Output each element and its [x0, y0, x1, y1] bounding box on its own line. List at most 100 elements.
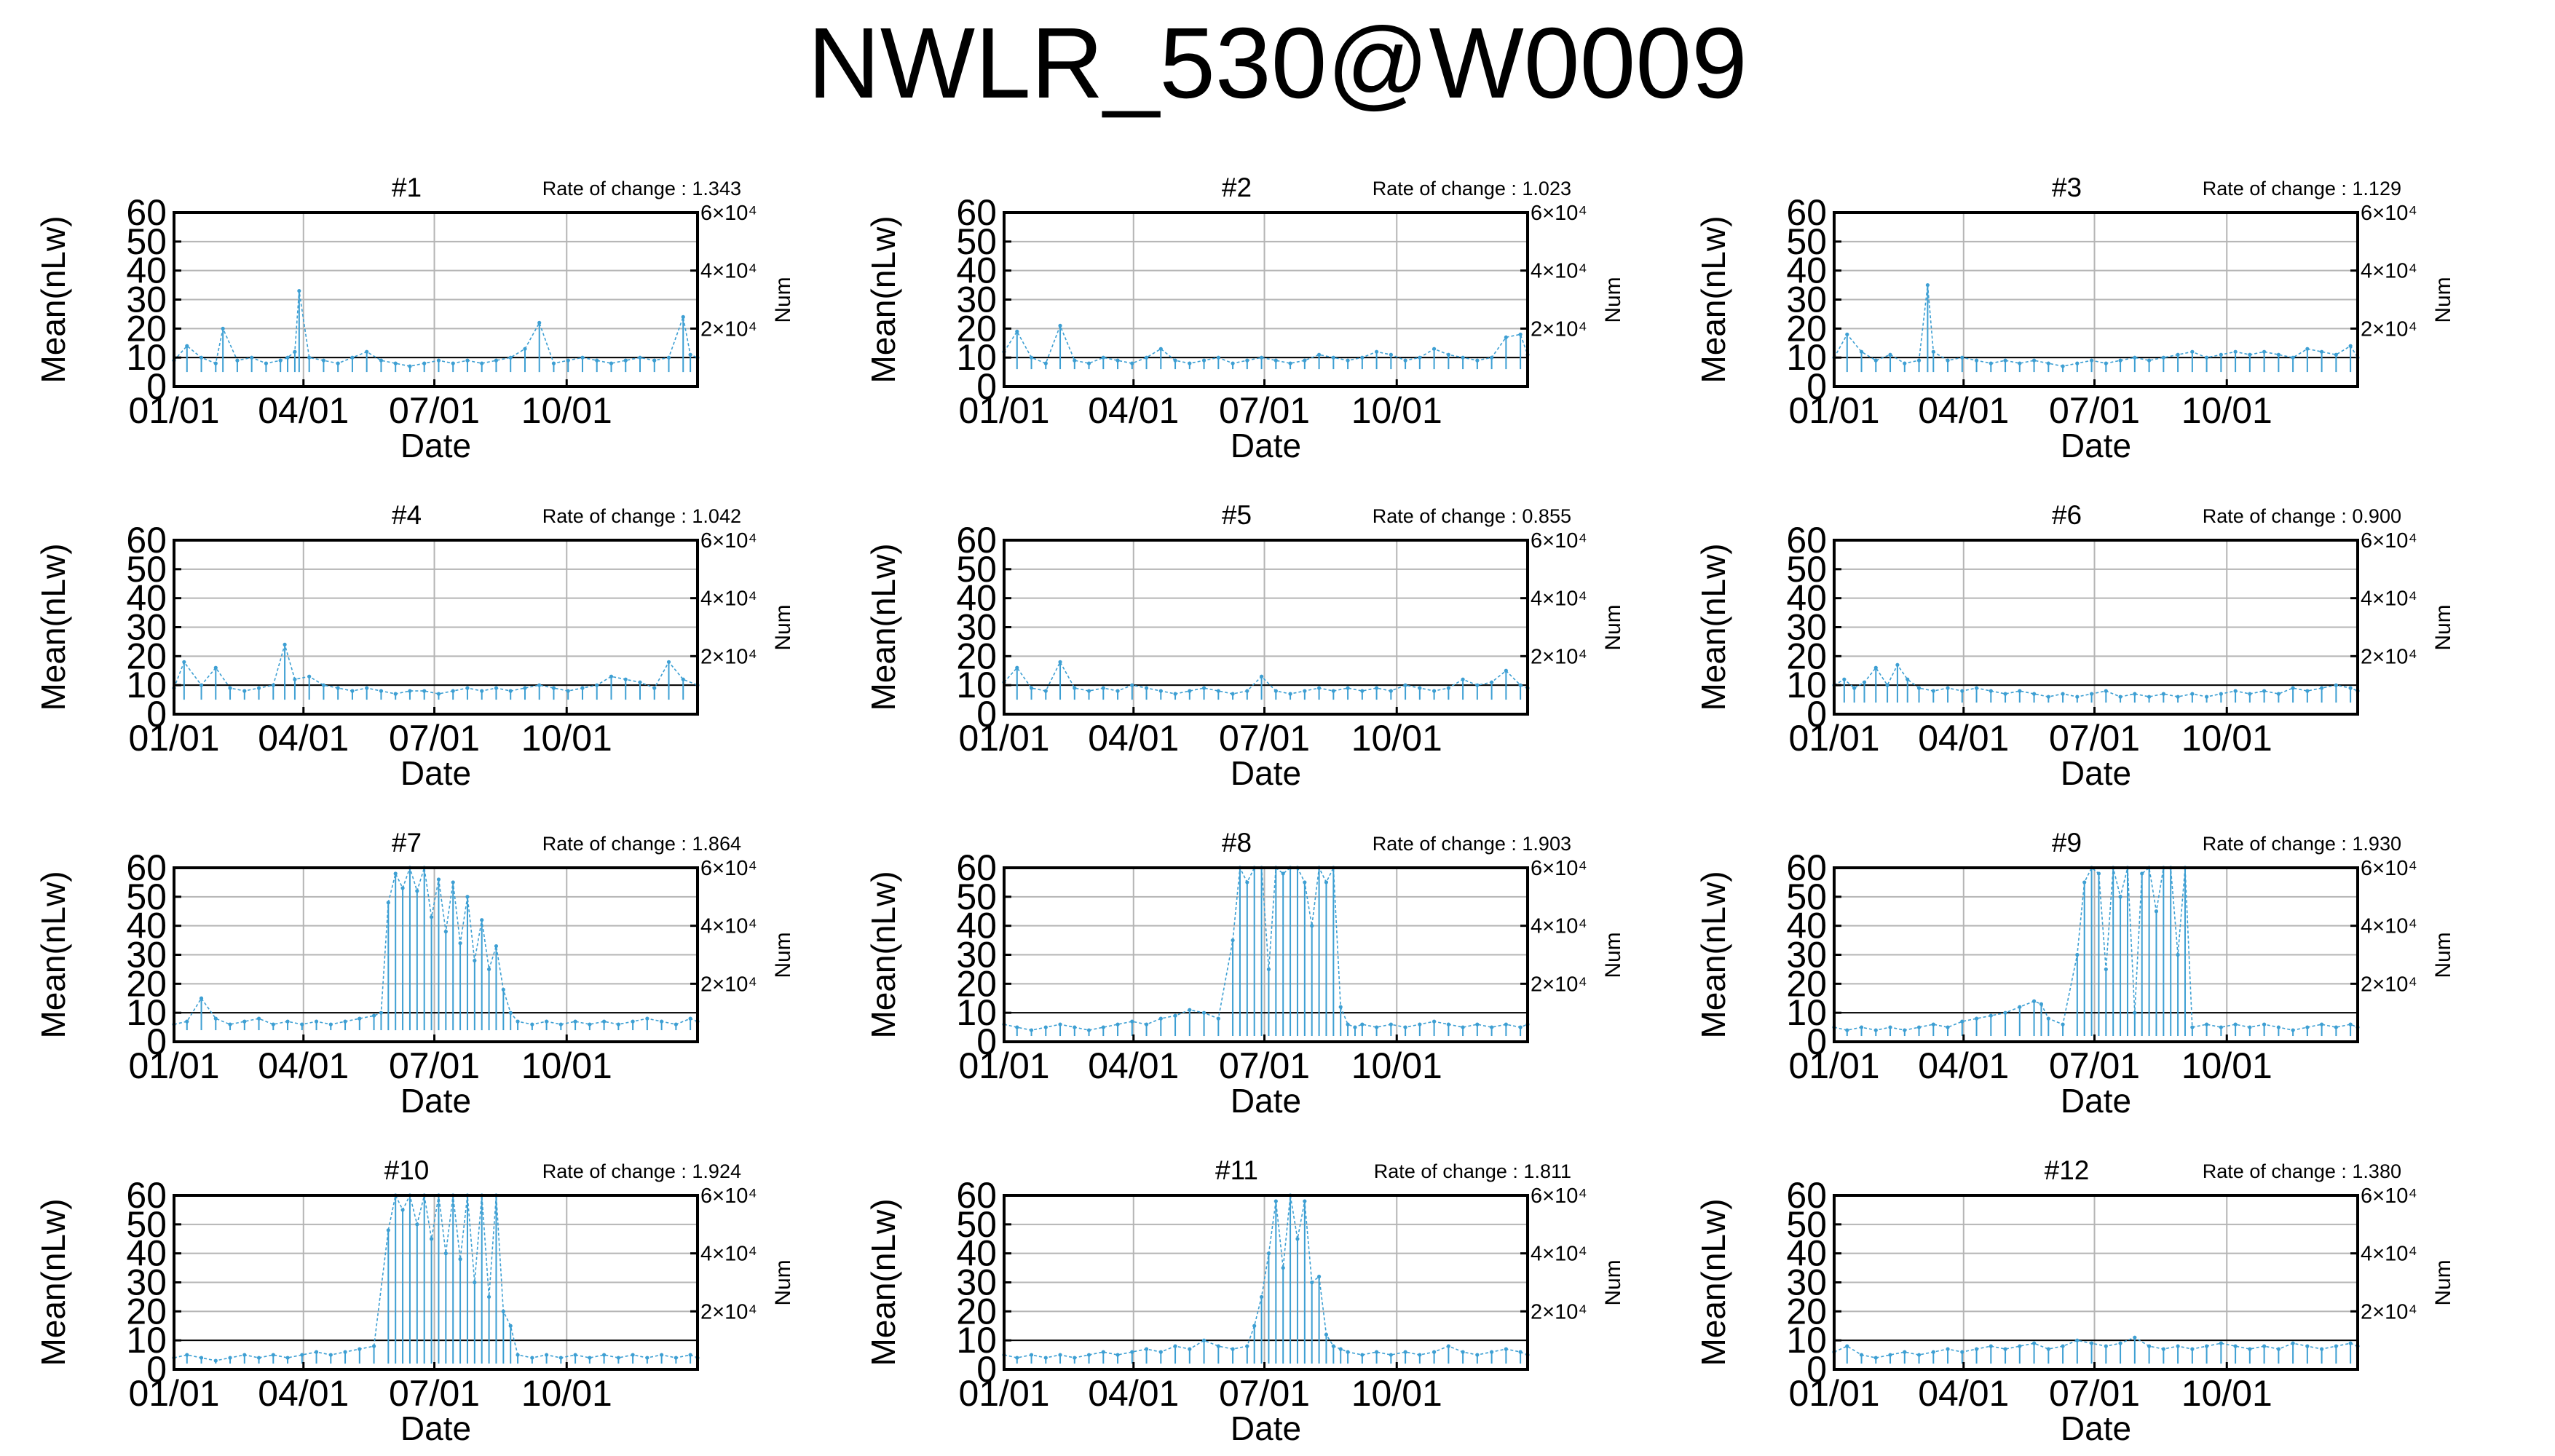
y-tick-label: 50: [126, 221, 167, 262]
data-point: [1058, 323, 1062, 328]
data-point: [436, 877, 441, 882]
data-point: [501, 987, 505, 992]
y2-tick-label: 6×10⁴: [2361, 1184, 2417, 1208]
y2-axis-label: Num: [771, 932, 795, 978]
data-point: [2348, 1341, 2353, 1345]
y-tick-label: 20: [126, 963, 167, 1004]
data-point: [1173, 1344, 1177, 1348]
data-point: [250, 355, 254, 360]
y-axis-label: Mean(nLw): [1694, 1198, 1732, 1366]
data-point: [228, 1356, 232, 1360]
rate-of-change-label: Rate of change : 1.343: [542, 178, 741, 199]
data-point: [1446, 352, 1450, 357]
data-point: [1518, 1350, 1523, 1354]
y-tick-label: 30: [126, 280, 167, 320]
data-point: [1852, 686, 1857, 690]
data-point: [530, 1356, 534, 1360]
y2-tick-label: 2×10⁴: [1531, 1300, 1587, 1324]
data-point: [1432, 1350, 1437, 1354]
y-tick-label: 60: [126, 520, 167, 561]
data-point: [2018, 361, 2022, 365]
data-point: [1252, 1324, 1257, 1328]
data-point: [1859, 349, 1864, 354]
data-point: [2096, 871, 2101, 876]
data-point: [1338, 1347, 1343, 1351]
data-point: [1216, 689, 1220, 693]
y2-tick-label: 2×10⁴: [1531, 317, 1587, 341]
y2-axis-label: Num: [771, 604, 795, 650]
y-tick-label: 20: [126, 308, 167, 349]
data-point: [508, 689, 513, 693]
data-point: [358, 1016, 362, 1021]
y-tick-label: 20: [126, 636, 167, 676]
data-point: [2075, 361, 2080, 365]
y-tick-label: 0: [146, 1021, 167, 1062]
x-tick-label: 07/01: [1219, 718, 1310, 759]
data-point: [1504, 668, 1508, 673]
data-point: [1043, 1356, 1048, 1360]
y-axis-label: Mean(nLw): [34, 215, 72, 383]
y-tick-label: 40: [1786, 906, 1827, 946]
data-point: [602, 1353, 607, 1357]
data-point: [213, 1016, 218, 1021]
data-point: [1374, 349, 1379, 354]
y2-tick-label: 2×10⁴: [700, 1300, 757, 1324]
y-tick-label: 0: [146, 366, 167, 407]
data-point: [1058, 1022, 1062, 1026]
x-tick-label: 10/01: [2181, 390, 2272, 431]
y-tick-label: 20: [956, 963, 997, 1004]
data-point: [429, 1237, 434, 1241]
data-point: [1960, 689, 1964, 693]
y2-tick-label: 6×10⁴: [700, 529, 757, 553]
data-point: [199, 996, 204, 1000]
data-point: [2219, 1341, 2223, 1345]
data-point: [2262, 1344, 2267, 1348]
data-point: [242, 689, 247, 693]
data-point: [199, 1356, 204, 1360]
y-tick-label: 20: [956, 308, 997, 349]
data-point: [1888, 1025, 1892, 1029]
data-point: [1115, 1353, 1120, 1357]
data-point: [1245, 358, 1249, 363]
data-point: [1101, 1350, 1105, 1354]
data-point: [1266, 967, 1271, 972]
y-tick-label: 40: [126, 578, 167, 619]
x-tick-label: 04/01: [1918, 718, 2009, 759]
data-point: [573, 1019, 577, 1024]
data-point: [285, 1356, 290, 1360]
data-point: [1960, 1019, 1964, 1024]
data-point: [1403, 1350, 1407, 1354]
data-point: [307, 355, 312, 360]
data-point: [2104, 1344, 2108, 1348]
data-point: [480, 361, 484, 365]
data-point: [1086, 689, 1091, 693]
data-point: [451, 880, 455, 885]
data-point: [2133, 1335, 2137, 1340]
y-axis-label: Mean(nLw): [864, 871, 902, 1038]
data-point: [2046, 1347, 2050, 1351]
data-point: [2089, 358, 2094, 363]
data-point: [1389, 689, 1393, 693]
y-tick-label: 30: [126, 1262, 167, 1303]
data-point: [1144, 355, 1149, 360]
data-point: [1432, 347, 1437, 351]
x-tick-label: 10/01: [1351, 1373, 1442, 1414]
y-tick-label: 0: [976, 1349, 997, 1390]
data-point: [2003, 692, 2007, 696]
data-point: [530, 1022, 534, 1026]
x-tick-label: 01/01: [1788, 390, 1879, 431]
y-axis-label: Mean(nLw): [1694, 871, 1732, 1038]
series-line: [1003, 324, 1528, 365]
data-point: [1073, 686, 1077, 690]
data-point: [1029, 355, 1034, 360]
x-axis-label: Date: [400, 754, 471, 792]
x-tick-label: 10/01: [521, 1373, 612, 1414]
data-point: [2262, 689, 2267, 693]
x-tick-label: 04/01: [1918, 390, 2009, 431]
x-tick-label: 07/01: [1219, 390, 1310, 431]
data-point: [1158, 689, 1163, 693]
y-tick-label: 20: [126, 1291, 167, 1332]
data-point: [422, 689, 427, 693]
data-point: [2233, 1344, 2238, 1348]
data-point: [623, 358, 628, 363]
